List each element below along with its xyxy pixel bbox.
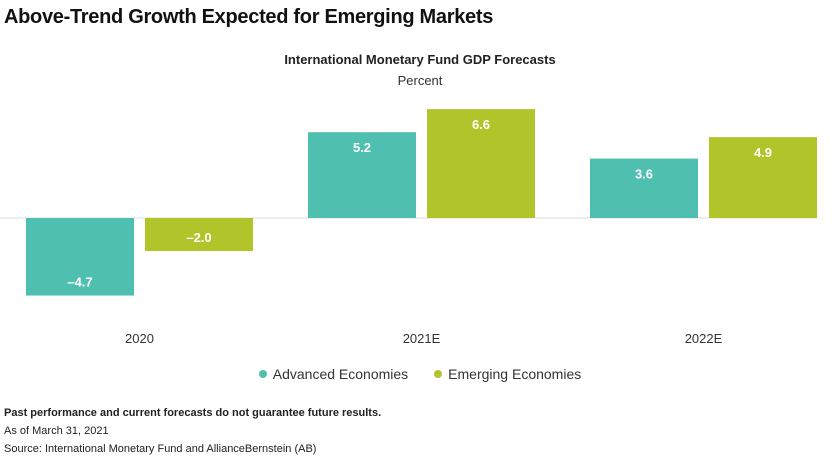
footnotes: Past performance and current forecasts d… — [4, 404, 381, 458]
source-text: Source: International Monetary Fund and … — [4, 443, 317, 455]
legend-label-advanced: Advanced Economies — [272, 366, 409, 382]
legend-swatch-advanced — [258, 370, 267, 378]
legend: Advanced Economies Emerging Economies — [0, 366, 840, 382]
as-of-text: As of March 31, 2021 — [4, 425, 109, 437]
bar-advanced-2020 — [26, 218, 134, 296]
chart-title: International Monetary Fund GDP Forecast… — [284, 52, 556, 67]
page-title: Above-Trend Growth Expected for Emerging… — [4, 6, 494, 28]
disclaimer-text: Past performance and current forecasts d… — [4, 407, 382, 419]
data-label-emerging-2022e: 4.9 — [754, 145, 772, 160]
legend-item-advanced: Advanced Economies — [258, 366, 409, 382]
bar-advanced-2022e — [590, 158, 698, 218]
data-label-advanced-2022e: 3.6 — [635, 167, 653, 182]
data-label-advanced-2020: –4.7 — [67, 275, 92, 290]
bar-emerging-2020 — [145, 218, 253, 251]
bar-emerging-2021e — [427, 109, 535, 218]
data-label-emerging-2020: –2.0 — [186, 230, 211, 245]
legend-label-emerging: Emerging Economies — [448, 366, 582, 382]
chart-subtitle: Percent — [397, 73, 443, 88]
legend-swatch-emerging — [434, 370, 443, 378]
data-label-advanced-2021e: 5.2 — [353, 140, 371, 155]
bar-chart: –4.7 –2.0 2020 5.2 6.6 2021E 3.6 4.9 2022E — [0, 109, 818, 346]
bar-emerging-2022e — [709, 137, 817, 218]
bar-advanced-2021e — [308, 132, 416, 218]
x-tick-label-2021e: 2021E — [403, 331, 441, 346]
legend-item-emerging: Emerging Economies — [434, 366, 581, 382]
data-label-emerging-2021e: 6.6 — [472, 117, 490, 132]
x-tick-label-2022e: 2022E — [685, 331, 723, 346]
x-tick-label-2020: 2020 — [125, 331, 154, 346]
